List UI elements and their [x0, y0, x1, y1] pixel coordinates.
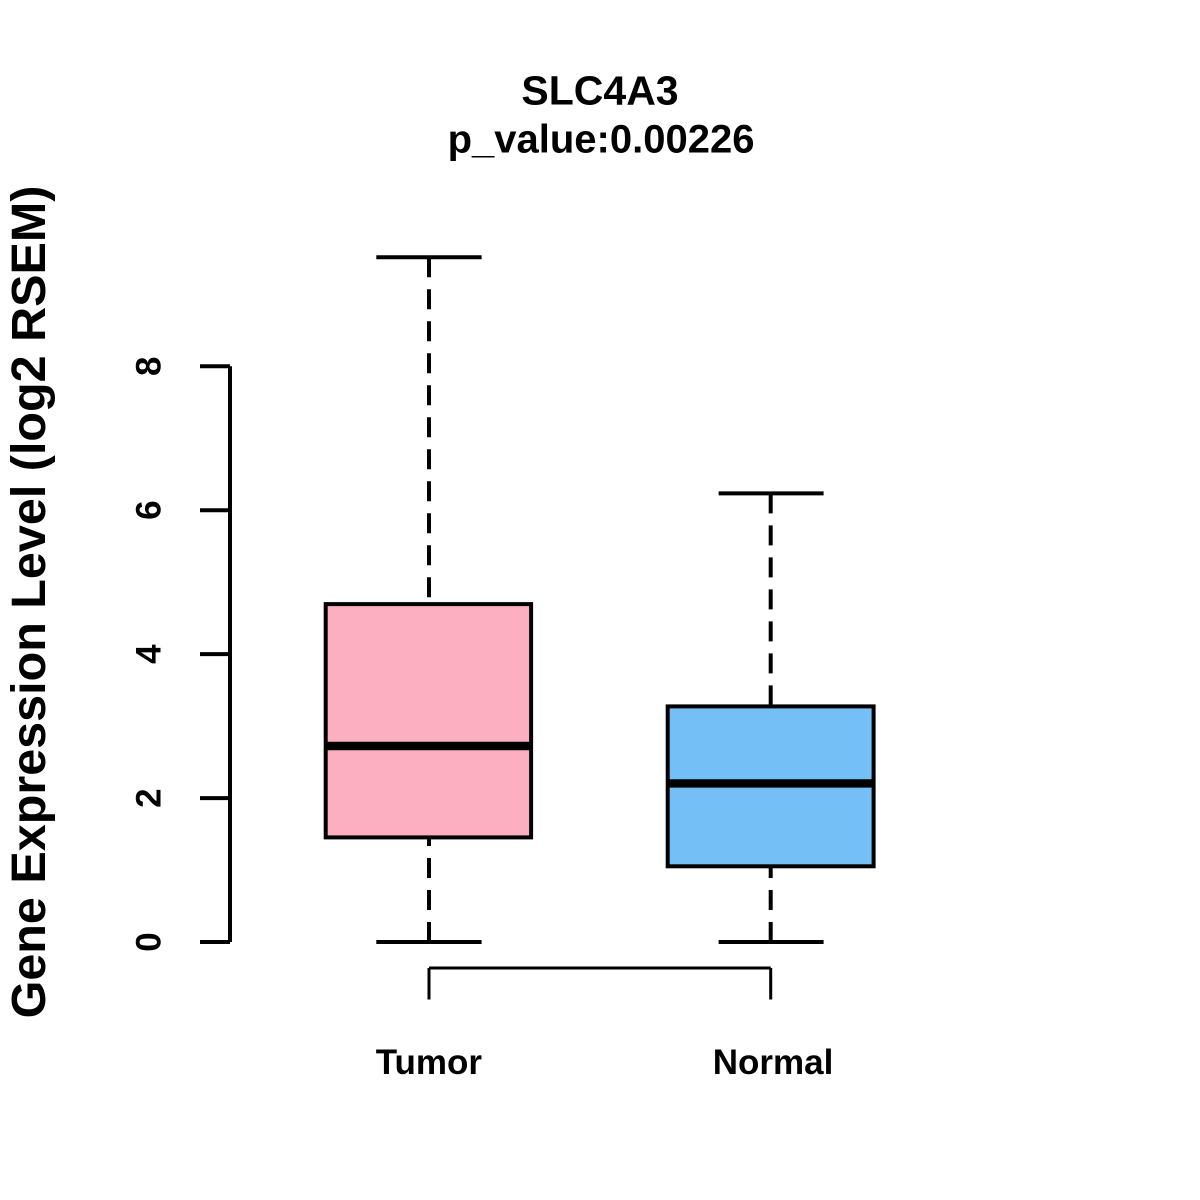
svg-text:Tumor: Tumor	[376, 1043, 483, 1082]
svg-text:4: 4	[130, 644, 169, 664]
svg-text:2: 2	[130, 788, 169, 807]
svg-text:p_value:0.00226: p_value:0.00226	[448, 118, 755, 162]
svg-text:Normal: Normal	[713, 1043, 834, 1082]
svg-text:Gene Expression Level (log2 RS: Gene Expression Level (log2 RSEM)	[2, 186, 56, 1019]
svg-text:0: 0	[130, 932, 169, 951]
svg-text:6: 6	[130, 500, 169, 519]
svg-text:SLC4A3: SLC4A3	[521, 68, 678, 114]
svg-text:8: 8	[130, 357, 169, 376]
